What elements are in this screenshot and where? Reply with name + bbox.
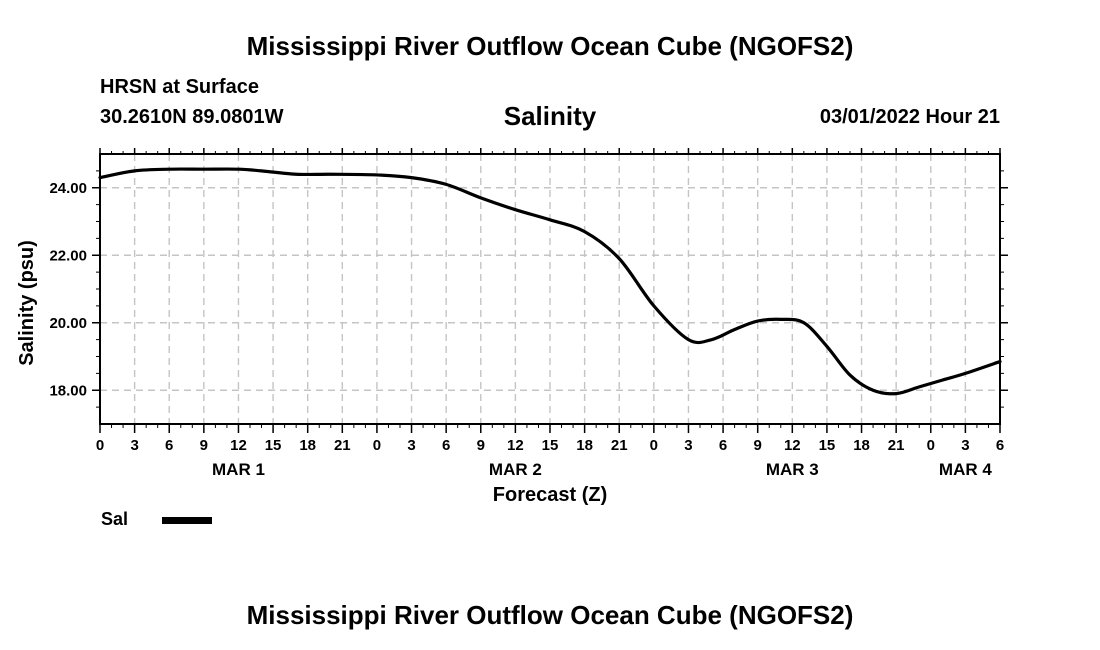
x-tick-label: 9 xyxy=(200,437,208,454)
x-tick-label: 6 xyxy=(442,437,450,454)
chart-main-title: Mississippi River Outflow Ocean Cube (NG… xyxy=(246,31,854,61)
x-tick-label: 3 xyxy=(130,437,138,454)
x-tick-label: 21 xyxy=(334,437,351,454)
x-tick-label: 21 xyxy=(888,437,905,454)
date-label: MAR 4 xyxy=(939,460,992,479)
date-label: MAR 2 xyxy=(489,460,542,479)
x-tick-label: 12 xyxy=(507,437,524,454)
x-tick-label: 3 xyxy=(684,437,692,454)
footer-title: Mississippi River Outflow Ocean Cube (NG… xyxy=(246,600,854,630)
x-tick-label: 6 xyxy=(719,437,727,454)
x-tick-label: 0 xyxy=(96,437,104,454)
x-tick-label: 21 xyxy=(611,437,628,454)
x-tick-label: 9 xyxy=(754,437,762,454)
date-label: MAR 1 xyxy=(212,460,265,479)
x-tick-label: 18 xyxy=(853,437,870,454)
y-tick-label: 20.00 xyxy=(49,315,87,332)
grid-lines xyxy=(100,154,1000,424)
x-tick-label: 18 xyxy=(299,437,316,454)
plot-frame xyxy=(99,153,1001,425)
y-tick-label: 22.00 xyxy=(49,247,87,264)
x-tick-label: 12 xyxy=(784,437,801,454)
station-name: HRSN at Surface xyxy=(100,76,259,98)
x-tick-label: 15 xyxy=(542,437,559,454)
series-layer xyxy=(98,167,1002,396)
x-tick-label: 6 xyxy=(996,437,1004,454)
y-tick-label: 24.00 xyxy=(49,180,87,197)
y-tick-label: 18.00 xyxy=(49,382,87,399)
x-tick-label: 15 xyxy=(265,437,282,454)
x-tick-label: 0 xyxy=(373,437,381,454)
legend-swatch xyxy=(162,517,212,524)
x-tick-label: 3 xyxy=(407,437,415,454)
date-label: MAR 3 xyxy=(766,460,819,479)
x-tick-label: 0 xyxy=(650,437,658,454)
variable-title: Salinity xyxy=(503,101,597,131)
forecast-timestamp: 03/01/2022 Hour 21 xyxy=(819,106,1000,128)
station-coordinates: 30.2610N 89.0801W xyxy=(100,106,284,128)
x-tick-label: 9 xyxy=(477,437,485,454)
axis-labels: 18.00 20.00 22.00 24.00 0 3 6 9 12 15 18 21 0 3 6 9 12 15… xyxy=(49,180,1004,479)
x-tick-label: 0 xyxy=(927,437,935,454)
x-axis-label: Forecast (Z) xyxy=(493,484,607,506)
series-line-sal xyxy=(98,167,1002,396)
x-tick-label: 12 xyxy=(230,437,247,454)
legend-label: Sal xyxy=(101,509,129,529)
x-tick-label: 18 xyxy=(576,437,593,454)
x-tick-label: 6 xyxy=(165,437,173,454)
x-tick-label: 3 xyxy=(961,437,969,454)
x-tick-label: 15 xyxy=(819,437,836,454)
y-axis-label: Salinity (psu) xyxy=(16,240,38,366)
